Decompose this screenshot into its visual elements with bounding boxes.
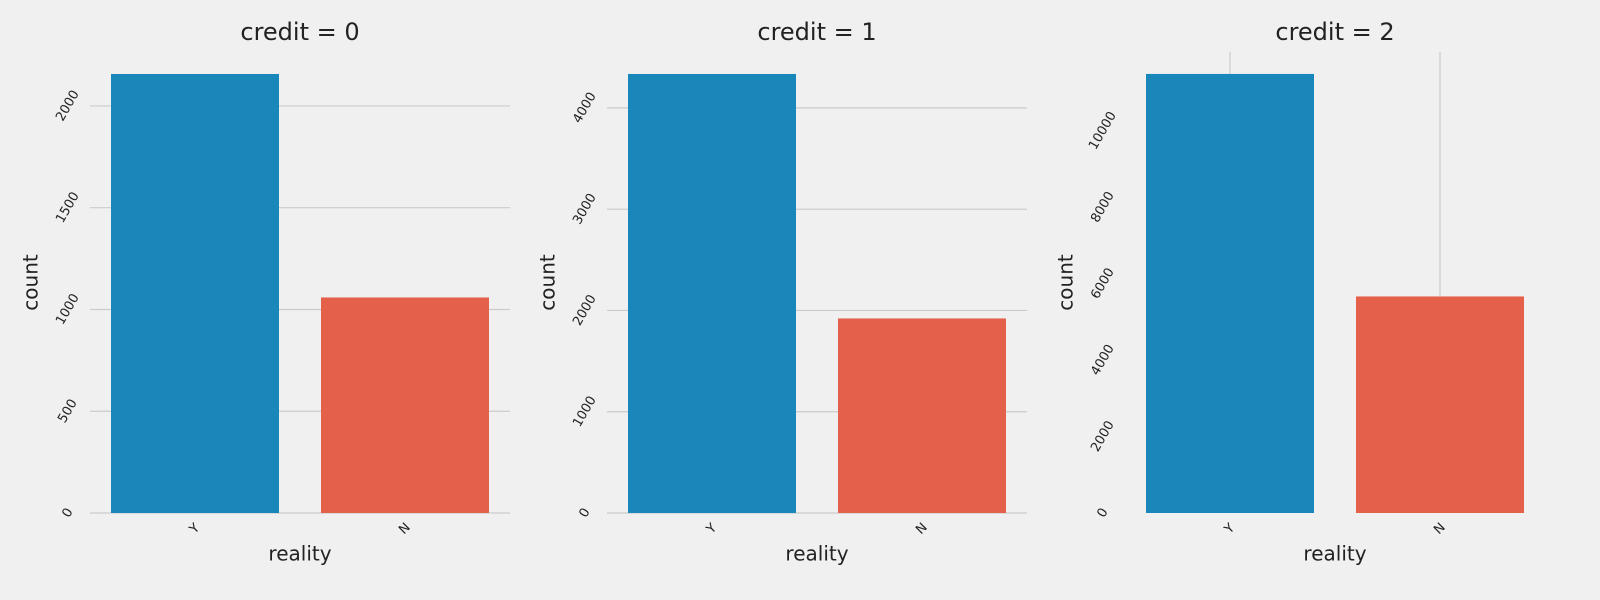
y-axis-label: count <box>1054 254 1078 311</box>
y-tick-label: 2000 <box>570 292 600 328</box>
subplot: credit = 0 reality count 0 500 1000 1500 2000 Y N <box>19 18 510 566</box>
y-tick-label: 10000 <box>1086 109 1120 152</box>
y-tick-label: 0 <box>59 506 76 521</box>
x-tick-label: N <box>396 520 413 537</box>
x-axis-label: reality <box>1303 542 1366 566</box>
x-tick-label: Y <box>186 521 203 538</box>
x-tick-label: Y <box>703 521 720 538</box>
subplot-title: credit = 1 <box>757 18 876 46</box>
x-axis-label: reality <box>268 542 331 566</box>
bar <box>321 297 489 513</box>
y-tick-label: 500 <box>55 397 80 426</box>
y-tick-label: 0 <box>1094 506 1111 521</box>
subplot: credit = 1 reality count 0 1000 2000 3000 4000 Y… <box>536 18 1027 566</box>
y-tick-label: 0 <box>576 506 593 521</box>
subplot-title: credit = 2 <box>1275 18 1394 46</box>
y-tick-label: 2000 <box>53 88 83 124</box>
x-tick-label: Y <box>1221 521 1238 538</box>
bar <box>1146 73 1314 514</box>
bar <box>1356 296 1524 513</box>
y-tick-label: 1500 <box>53 190 83 226</box>
subplot: credit = 2 reality count 0 2000 4000 6000 8000 1… <box>1054 18 1524 566</box>
y-tick-label: 8000 <box>1088 189 1118 225</box>
y-tick-label: 1000 <box>53 291 83 327</box>
bar <box>838 318 1006 513</box>
bar <box>628 73 796 513</box>
y-tick-label: 6000 <box>1088 266 1118 302</box>
x-axis-label: reality <box>785 542 848 566</box>
y-axis-label: count <box>536 254 560 311</box>
y-tick-label: 3000 <box>570 191 600 227</box>
bar <box>111 73 279 514</box>
y-tick-label: 4000 <box>570 90 600 126</box>
y-tick-label: 1000 <box>570 394 600 430</box>
y-axis-label: count <box>19 254 43 311</box>
y-tick-label: 4000 <box>1088 342 1118 378</box>
x-tick-label: N <box>913 520 930 537</box>
x-tick-label: N <box>1431 520 1448 537</box>
subplot-title: credit = 0 <box>240 18 359 46</box>
y-tick-label: 2000 <box>1088 418 1118 454</box>
